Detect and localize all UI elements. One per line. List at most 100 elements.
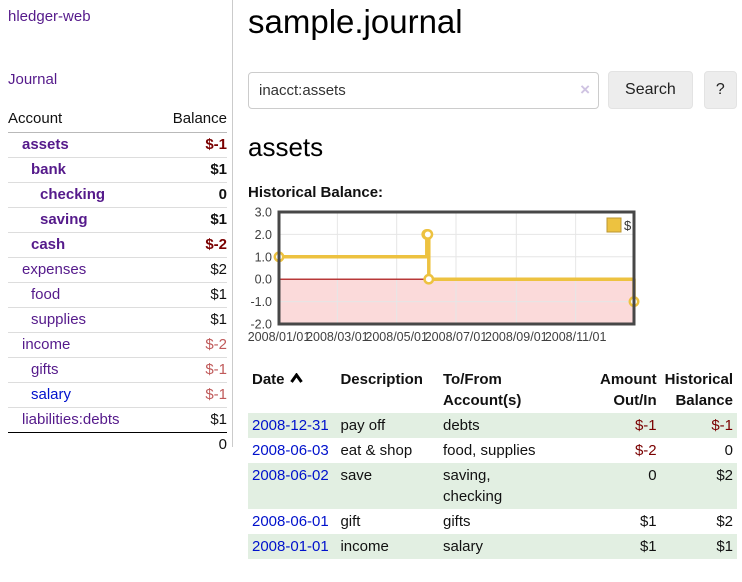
- svg-text:2.0: 2.0: [255, 228, 272, 242]
- transaction-accounts: debts: [442, 417, 480, 434]
- accounts-header-balance: Balance: [155, 108, 227, 133]
- svg-text:3.0: 3.0: [255, 206, 272, 220]
- sidebar-item-journal[interactable]: Journal: [8, 71, 58, 88]
- brand-link[interactable]: hledger-web: [8, 8, 91, 25]
- transaction-amount: $-1: [634, 417, 657, 434]
- transaction-description: eat & shop: [340, 442, 413, 459]
- account-row: assets $-1: [8, 132, 227, 158]
- account-row: supplies $1: [8, 307, 227, 333]
- account-link[interactable]: expenses: [22, 261, 87, 278]
- register-table: Date Description To/From Account(s) Amou…: [248, 367, 737, 559]
- register-header-amount: Amount Out/In: [599, 371, 657, 409]
- transaction-date-link[interactable]: 2008-06-01: [252, 513, 329, 530]
- register-row: 2008-01-01 income salary $1 $1: [248, 534, 737, 559]
- transaction-description: income: [340, 538, 389, 555]
- svg-text:2008/07/01: 2008/07/01: [425, 330, 488, 344]
- register-row: 2008-06-03 eat & shop food, supplies $-2…: [248, 438, 737, 463]
- svg-text:2008/01/01: 2008/01/01: [248, 330, 310, 344]
- account-balance: $-1: [155, 132, 227, 158]
- transaction-amount: $-2: [634, 442, 657, 459]
- account-link[interactable]: salary: [31, 386, 72, 403]
- svg-text:0.0: 0.0: [255, 273, 272, 287]
- svg-text:1.0: 1.0: [255, 250, 272, 264]
- account-title: assets: [248, 132, 324, 162]
- account-balance: $1: [155, 282, 227, 308]
- account-row: cash $-2: [8, 232, 227, 258]
- sidebar: hledger-web Journal Account Balance asse…: [0, 0, 233, 457]
- account-link[interactable]: income: [22, 336, 71, 353]
- transaction-balance: $2: [716, 467, 733, 484]
- chart-label: Historical Balance:: [248, 184, 384, 201]
- transaction-balance: $2: [716, 513, 733, 530]
- account-balance: $-2: [155, 232, 227, 258]
- accounts-total-spacer: [8, 432, 156, 457]
- svg-text:-2.0: -2.0: [250, 318, 272, 332]
- sidebar-nav: Journal: [8, 71, 227, 88]
- svg-text:2008/03/01: 2008/03/01: [306, 330, 369, 344]
- accounts-total-value: 0: [155, 432, 227, 457]
- account-link[interactable]: gifts: [31, 361, 59, 378]
- account-balance: $1: [155, 157, 227, 183]
- help-button[interactable]: ?: [703, 71, 737, 109]
- search-form: × Search ?: [248, 71, 737, 109]
- account-balance: $-2: [155, 332, 227, 358]
- account-row: expenses $2: [8, 257, 227, 283]
- account-balance: $1: [155, 407, 227, 433]
- account-row: bank $1: [8, 157, 227, 183]
- account-row: income $-2: [8, 332, 227, 358]
- transaction-date-link[interactable]: 2008-06-03: [252, 442, 329, 459]
- transaction-amount: 0: [648, 467, 657, 484]
- transaction-balance: 0: [724, 442, 733, 459]
- account-balance: $2: [155, 257, 227, 283]
- transaction-balance: $1: [716, 538, 733, 555]
- account-row: food $1: [8, 282, 227, 308]
- register-header-date[interactable]: Date: [248, 367, 336, 413]
- account-row: checking 0: [8, 182, 227, 208]
- account-balance: $-1: [155, 357, 227, 383]
- account-row: liabilities:debts $1: [8, 407, 227, 433]
- transaction-description: save: [340, 467, 373, 484]
- account-link[interactable]: supplies: [31, 311, 87, 328]
- transaction-accounts: salary: [442, 538, 483, 555]
- svg-text:$: $: [624, 218, 632, 233]
- search-input[interactable]: [248, 71, 600, 109]
- clear-search-icon[interactable]: ×: [580, 79, 591, 99]
- accounts-header-account: Account: [8, 108, 156, 133]
- account-balance: $1: [155, 207, 227, 233]
- register-row: 2008-12-31 pay off debts $-1 $-1: [248, 413, 737, 438]
- register-row: 2008-06-02 save saving, checking 0 $2: [248, 463, 737, 509]
- account-link[interactable]: saving: [40, 211, 88, 228]
- transaction-description: gift: [340, 513, 361, 530]
- register-header-balance: Historical Balance: [664, 371, 733, 409]
- transaction-amount: $1: [639, 538, 657, 555]
- register-header-accounts: To/From Account(s): [442, 371, 522, 409]
- account-row: saving $1: [8, 207, 227, 233]
- transaction-amount: $1: [639, 513, 657, 530]
- account-link[interactable]: food: [31, 286, 61, 303]
- svg-text:2008/05/01: 2008/05/01: [365, 330, 428, 344]
- accounts-table: Account Balance assets $-1 bank $1: [8, 108, 227, 457]
- svg-text:2008/11/01: 2008/11/01: [545, 330, 607, 344]
- transaction-date-link[interactable]: 2008-12-31: [252, 417, 329, 434]
- accounts-total-row: 0: [8, 432, 227, 457]
- account-link[interactable]: assets: [22, 136, 69, 153]
- account-link[interactable]: checking: [40, 186, 106, 203]
- account-balance: 0: [155, 182, 227, 208]
- transaction-description: pay off: [340, 417, 386, 434]
- sort-asc-icon: [289, 373, 303, 383]
- search-button[interactable]: Search: [608, 71, 693, 109]
- main-content: sample.journal × Search ? assets Histori…: [248, 2, 737, 559]
- account-link[interactable]: bank: [31, 161, 67, 178]
- account-balance: $1: [155, 307, 227, 333]
- transaction-date-link[interactable]: 2008-01-01: [252, 538, 329, 555]
- app-brand: hledger-web: [8, 8, 227, 25]
- transaction-date-link[interactable]: 2008-06-02: [252, 467, 329, 484]
- account-link[interactable]: liabilities:debts: [22, 411, 120, 428]
- account-link[interactable]: cash: [31, 236, 66, 253]
- register-row: 2008-06-01 gift gifts $1 $2: [248, 509, 737, 534]
- transaction-accounts: saving, checking: [442, 467, 503, 505]
- account-balance: $-1: [155, 382, 227, 408]
- page-title: sample.journal: [248, 3, 463, 40]
- transaction-accounts: gifts: [442, 513, 471, 530]
- svg-text:-1.0: -1.0: [250, 295, 272, 309]
